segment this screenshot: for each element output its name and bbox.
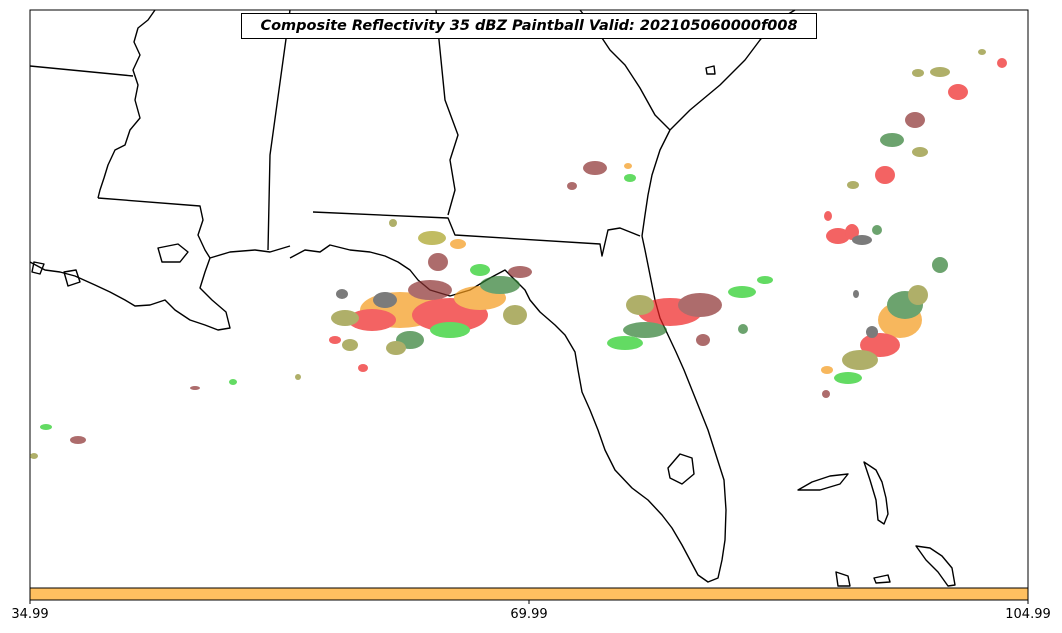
map-title: Composite Reflectivity 35 dBZ Paintball … (241, 13, 817, 39)
state-boundaries (29, 9, 956, 587)
reflectivity-paintball (30, 49, 1007, 459)
colorbar-tick-label: 34.99 (11, 607, 49, 622)
colorbar-tick-label: 69.99 (510, 607, 548, 622)
colorbar (29, 587, 1029, 601)
colorbar-tick-label: 104.99 (1005, 607, 1051, 622)
